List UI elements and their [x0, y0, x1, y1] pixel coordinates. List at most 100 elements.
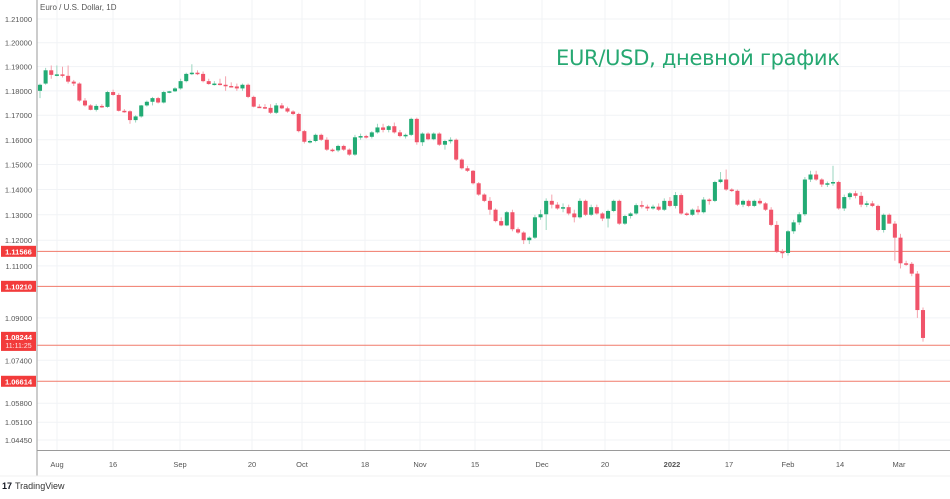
time-tick-label: Aug: [50, 460, 63, 469]
price-tick-label: 1.18000: [5, 87, 32, 96]
candle: [712, 180, 717, 203]
candle: [375, 123, 380, 134]
candle: [302, 129, 307, 144]
time-tick-label: Mar: [893, 460, 906, 469]
candle: [471, 170, 476, 185]
time-tick-label: Oct: [296, 460, 309, 469]
candle: [600, 212, 605, 222]
candle: [111, 89, 116, 96]
candle: [229, 82, 234, 88]
candle: [651, 204, 656, 210]
price-tick-label: 1.20000: [5, 39, 32, 48]
candle: [549, 194, 554, 209]
candle: [66, 65, 71, 84]
candle: [341, 144, 346, 151]
candle: [324, 137, 329, 151]
candle: [206, 78, 211, 85]
candle: [403, 133, 408, 139]
candle: [476, 182, 481, 196]
tradingview-logo[interactable]: 17 TradingView: [2, 481, 65, 491]
price-tick-label: 1.09000: [5, 314, 32, 323]
candle: [431, 132, 436, 141]
candle: [347, 148, 352, 156]
bar-countdown-text: 11:11:25: [5, 343, 31, 350]
price-badges: 1.115661.102101.079651.066141.0824411:11…: [1, 245, 36, 387]
price-tick-label: 1.12000: [5, 236, 32, 245]
candle: [167, 90, 172, 94]
candle: [307, 139, 312, 144]
candle: [532, 214, 537, 239]
level-price-badge: [1, 375, 36, 387]
candle: [144, 100, 149, 107]
candle: [589, 204, 594, 217]
candle: [842, 194, 847, 211]
candle: [577, 198, 582, 219]
candle: [279, 102, 284, 110]
time-tick-label: Feb: [782, 460, 795, 469]
chart-overlay-title: EUR/USD, дневной график: [556, 46, 840, 70]
time-tick-label: 18: [361, 460, 369, 469]
candle: [122, 109, 127, 113]
candle: [319, 133, 324, 141]
candle: [561, 203, 566, 213]
horizontal-levels: [37, 250, 950, 382]
price-axis-labels[interactable]: 1.21000 1.20000 1.19000 1.18000 1.17000 1.160…: [5, 15, 32, 445]
candle: [437, 132, 442, 146]
candle: [442, 139, 447, 150]
candle: [99, 104, 104, 108]
candle: [847, 192, 852, 200]
candle: [397, 129, 402, 138]
candle: [268, 104, 273, 114]
symbol-title: Euro / U.S. Dollar, 1D: [40, 3, 117, 12]
candle: [274, 102, 279, 114]
candle: [645, 204, 650, 211]
candle: [82, 98, 88, 107]
candle: [555, 202, 560, 210]
candle: [240, 83, 245, 91]
candle: [741, 199, 746, 208]
time-tick-label: Nov: [413, 460, 427, 469]
candle: [544, 198, 549, 231]
candle: [673, 192, 678, 209]
candle: [606, 209, 611, 228]
candle: [538, 209, 543, 220]
candle: [88, 104, 93, 111]
candle: [797, 212, 802, 225]
candle: [780, 249, 785, 259]
candle: [915, 271, 920, 318]
candle: [892, 221, 897, 261]
candle: [217, 78, 222, 86]
candle: [791, 219, 796, 234]
candle: [622, 214, 627, 225]
candle: [510, 209, 515, 232]
time-axis-labels[interactable]: Aug 16 Sep 20 Oct 18 Nov 15 Dec 20 2022 17 Feb 14 Mar: [50, 460, 906, 469]
candle: [409, 117, 414, 137]
tradingview-logo-icon: 17: [2, 481, 13, 491]
candle: [611, 199, 616, 213]
time-tick-label: 16: [109, 460, 117, 469]
last-price-text: 1.08244: [5, 333, 33, 342]
time-tick-label: 20: [248, 460, 256, 469]
level-price-badge: [1, 245, 36, 257]
time-tick-label: 17: [725, 460, 733, 469]
candle: [746, 199, 751, 208]
time-tick-label: 14: [836, 460, 844, 469]
candle: [881, 213, 886, 233]
candle: [707, 198, 712, 205]
price-tick-label: 1.05800: [5, 399, 32, 408]
level-price-badge: [1, 280, 36, 292]
candle: [859, 192, 864, 208]
candle: [60, 66, 65, 78]
candle: [662, 198, 667, 211]
candle: [802, 177, 807, 217]
candle: [364, 134, 369, 139]
candle: [572, 209, 577, 223]
candle: [262, 104, 267, 110]
candle: [752, 199, 757, 208]
price-tick-label: 1.21000: [5, 15, 32, 24]
candle: [656, 203, 661, 211]
candle: [667, 197, 672, 208]
axes: [0, 0, 950, 477]
